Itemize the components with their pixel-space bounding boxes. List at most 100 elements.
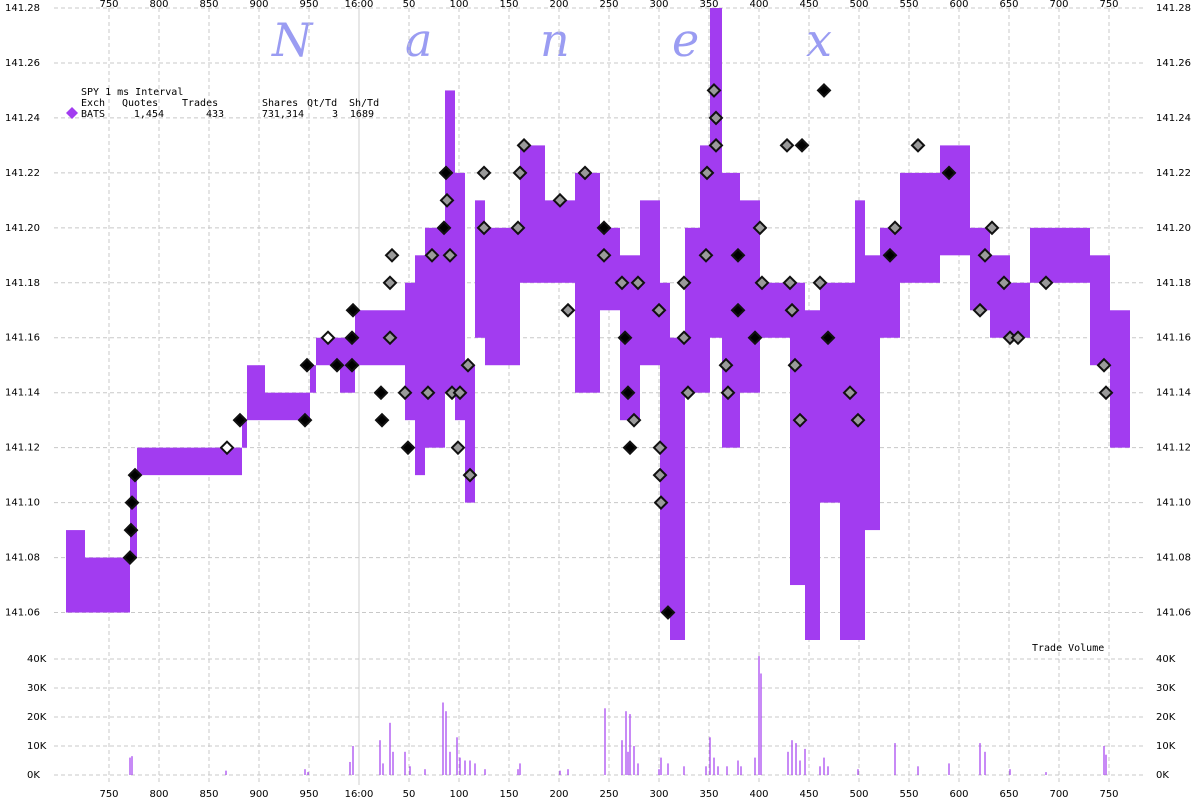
quote-band — [405, 282, 415, 421]
trade-marker — [442, 247, 458, 263]
y-tick-label: 141.16 — [5, 333, 40, 344]
y-tick-label: 141.22 — [5, 168, 40, 179]
x-tick-label: 150 — [499, 0, 518, 10]
trade-marker — [984, 220, 1000, 236]
trade-marker — [384, 247, 400, 263]
volume-tick-label: 0K — [1156, 770, 1169, 781]
trade-marker — [510, 220, 526, 236]
trade-marker — [698, 247, 714, 263]
x-tick-label: 250 — [599, 789, 618, 800]
quote-band — [670, 337, 685, 640]
quote-band — [85, 557, 130, 613]
x-tick-label: 700 — [1049, 0, 1068, 10]
trade-marker — [651, 302, 667, 318]
watermark-letter: e — [672, 13, 699, 67]
trade-marker — [297, 412, 313, 428]
volume-label: Trade Volume — [1032, 643, 1104, 654]
quote-band — [247, 365, 265, 421]
trade-marker — [718, 357, 734, 373]
quote-band — [545, 200, 575, 283]
x-tick-label: 750 — [99, 789, 118, 800]
quote-band — [475, 200, 485, 338]
y-tick-label: 141.22 — [1156, 168, 1191, 179]
trade-marker — [680, 385, 696, 401]
quote-band — [520, 145, 545, 283]
quote-band — [66, 530, 85, 613]
trade-marker — [708, 110, 724, 126]
x-tick-label: 300 — [649, 0, 668, 10]
trade-marker — [784, 302, 800, 318]
trade-marker — [626, 412, 642, 428]
x-tick-label: 850 — [199, 0, 218, 10]
x-tick-label: 650 — [999, 789, 1018, 800]
trade-marker — [630, 275, 646, 291]
quote-band — [805, 310, 820, 640]
trade-marker — [596, 220, 612, 236]
watermark-letter: x — [806, 13, 832, 67]
quote-band — [1030, 227, 1090, 283]
trade-marker — [232, 412, 248, 428]
trade-marker — [124, 495, 140, 511]
x-tick-label: 550 — [899, 0, 918, 10]
y-tick-label: 141.12 — [1156, 443, 1191, 454]
trade-marker — [794, 137, 810, 153]
watermark-letter: N — [271, 13, 314, 67]
x-tick-label: 900 — [249, 0, 268, 10]
y-tick-label: 141.24 — [1156, 113, 1191, 124]
trade-marker — [887, 220, 903, 236]
y-tick-label: 141.28 — [5, 3, 40, 14]
trade-marker — [652, 440, 668, 456]
x-tick-label: 350 — [699, 789, 718, 800]
legend-stat: 433 — [206, 109, 224, 120]
trade-marker — [787, 357, 803, 373]
x-tick-label: 500 — [849, 0, 868, 10]
legend-stat: 1,454 — [134, 109, 164, 120]
x-tick-label: 350 — [699, 0, 718, 10]
quote-band — [700, 145, 710, 393]
trade-marker — [620, 385, 636, 401]
legend-header: Trades — [182, 98, 218, 109]
volume-tick-label: 30K — [1156, 683, 1176, 694]
trade-marker — [882, 247, 898, 263]
volume-tick-label: 0K — [27, 770, 40, 781]
x-tick-label: 450 — [799, 0, 818, 10]
quote-band — [820, 282, 840, 503]
x-tick-label: 700 — [1049, 789, 1068, 800]
quote-band — [310, 365, 316, 393]
volume-tick-label: 40K — [27, 654, 47, 665]
x-tick-label: 600 — [949, 789, 968, 800]
trade-marker — [820, 330, 836, 346]
volume-tick-label: 10K — [27, 741, 47, 752]
trade-marker — [708, 137, 724, 153]
trade-marker — [706, 83, 722, 98]
y-tick-label: 141.10 — [1156, 498, 1191, 509]
x-tick-label: 950 — [299, 0, 318, 10]
labels-layer: SPY 1 ms Interval Exch Quotes Trades Sha… — [5, 0, 1191, 800]
trade-marker — [1010, 330, 1026, 346]
trade-marker — [652, 467, 668, 483]
y-tick-label: 141.14 — [5, 388, 40, 399]
quote-band — [880, 227, 900, 338]
x-tick-label: 16:00 — [345, 789, 374, 800]
trade-marker — [344, 357, 360, 373]
trade-marker — [1096, 357, 1112, 373]
quote-band — [865, 255, 880, 531]
trade-marker — [730, 247, 746, 263]
quote-band — [685, 227, 700, 393]
x-tick-label: 400 — [749, 789, 768, 800]
trade-marker — [676, 330, 692, 346]
trade-marker — [977, 247, 993, 263]
trade-marker — [400, 440, 416, 456]
x-tick-label: 800 — [149, 789, 168, 800]
x-tick-label: 650 — [999, 0, 1018, 10]
trade-marker — [754, 275, 770, 291]
quote-band — [455, 172, 465, 421]
x-tick-label: 100 — [449, 789, 468, 800]
trade-marker — [476, 165, 492, 181]
trade-marker — [345, 302, 361, 318]
legend-stat: 1689 — [350, 109, 374, 120]
trade-marker — [438, 165, 454, 181]
trade-marker — [850, 412, 866, 428]
trade-marker — [439, 192, 455, 208]
quote-band — [940, 145, 970, 256]
